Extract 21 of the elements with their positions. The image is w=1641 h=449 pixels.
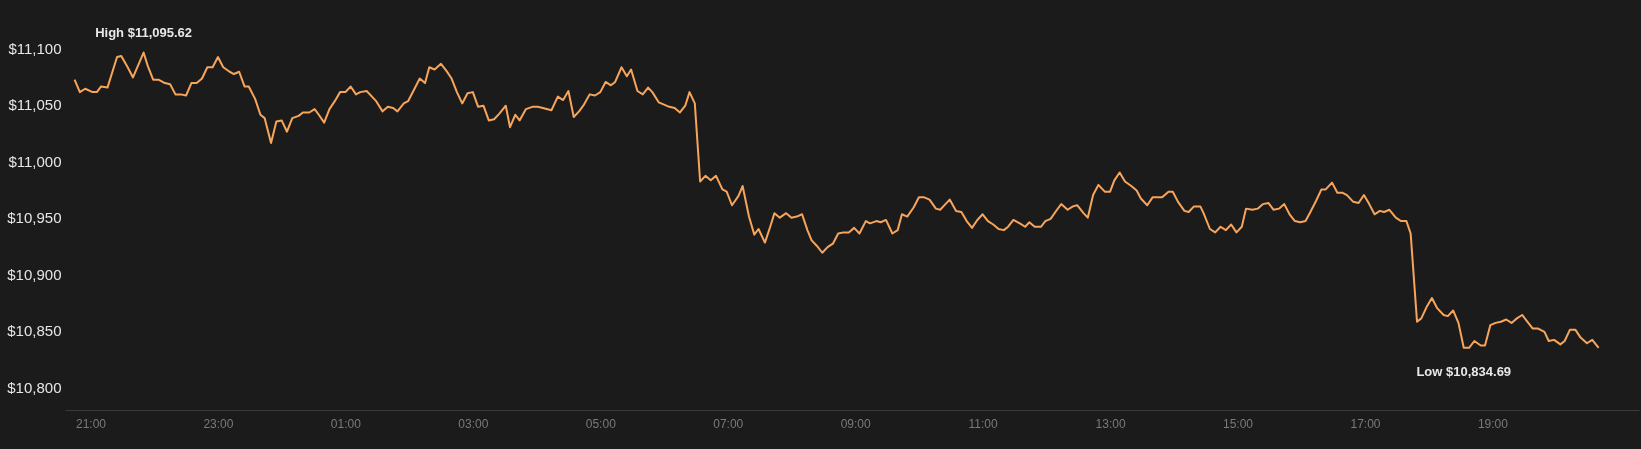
y-tick-label: $11,100: [8, 39, 62, 57]
x-tick-label: 21:00: [75, 416, 107, 431]
annotation: Low $10,834.69: [1416, 364, 1512, 380]
y-tick-label: $10,950: [7, 209, 62, 227]
y-tick-label: $10,850: [7, 322, 62, 340]
annotation: High $11,095.62: [95, 24, 193, 40]
x-tick-label: 15:00: [1223, 416, 1254, 431]
x-tick-label: 01:00: [330, 416, 362, 431]
x-tick-label: 11:00: [968, 416, 999, 431]
y-tick-label: $10,800: [7, 378, 62, 396]
x-tick-label: 03:00: [458, 416, 489, 431]
x-tick-label: 23:00: [203, 416, 234, 431]
x-tick-label: 07:00: [713, 416, 744, 431]
x-tick-label: 05:00: [585, 416, 617, 431]
x-tick-label: 19:00: [1477, 416, 1509, 431]
y-tick-label: $11,000: [8, 152, 62, 170]
y-tick-label: $11,050: [8, 96, 62, 114]
x-tick-label: 17:00: [1350, 416, 1381, 431]
y-tick-label: $10,900: [7, 265, 62, 283]
x-tick-label: 09:00: [840, 416, 872, 431]
x-tick-label: 13:00: [1095, 416, 1126, 431]
